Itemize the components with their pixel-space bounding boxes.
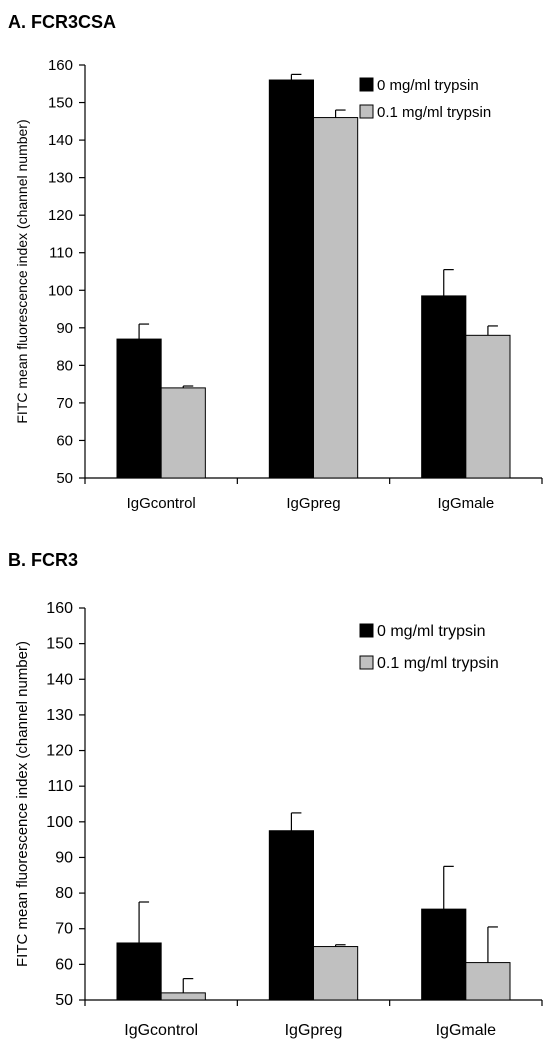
y-tick-label: 100 <box>46 814 73 831</box>
y-tick-label: 130 <box>48 170 73 187</box>
y-tick-label: 50 <box>56 470 73 487</box>
legend-swatch <box>359 623 374 638</box>
legend-swatch <box>359 655 374 670</box>
y-tick-label: 60 <box>55 956 73 973</box>
panel-title-a: A. FCR3CSA <box>8 12 117 32</box>
y-tick-label: 120 <box>48 207 73 224</box>
x-tick-label: IgGcontrol <box>124 1022 198 1039</box>
bar-series0 <box>116 942 162 1001</box>
y-tick-label: 160 <box>46 600 73 617</box>
y-tick-label: 80 <box>55 885 73 902</box>
y-tick-label: 90 <box>56 320 73 337</box>
chart-panel-b: B. FCR3 50 60 70 80 90 100 110 120 130 140 150 160 F… <box>0 540 558 1052</box>
y-tick-label: 100 <box>48 282 73 299</box>
legend-label: 0.1 mg/ml trypsin <box>377 104 491 121</box>
y-tick-label: 120 <box>46 743 73 760</box>
x-tick-label: IgGmale <box>436 1022 497 1039</box>
legend-label: 0 mg/ml trypsin <box>377 77 479 94</box>
bar-series0 <box>268 830 314 1001</box>
y-tick-label: 110 <box>47 778 73 795</box>
legend-label: 0 mg/ml trypsin <box>377 623 485 640</box>
legend-swatch <box>359 104 374 119</box>
bar-series0 <box>421 908 467 1001</box>
panel-title-b: B. FCR3 <box>8 550 79 570</box>
bar-series0 <box>268 79 314 479</box>
y-tick-label: 50 <box>55 992 73 1009</box>
y-axis-title: FITC mean fluorescence index (channel nu… <box>14 119 30 423</box>
x-tick-label: IgGmale <box>437 495 494 512</box>
legend-label: 0.1 mg/ml trypsin <box>377 655 499 672</box>
bar-series1 <box>465 334 511 479</box>
chart-panel-a: A. FCR3CSA 50 60 70 80 90 100 110 120 130 140 150 1… <box>0 0 558 520</box>
y-tick-label: 70 <box>55 921 73 938</box>
y-tick-label: 140 <box>48 132 73 149</box>
chart-a: 50 60 70 80 90 100 110 120 130 140 150 160 FITC mean… <box>14 57 543 512</box>
y-tick-label: 90 <box>55 849 73 866</box>
y-tick-label: 60 <box>56 432 73 449</box>
y-tick-label: 150 <box>48 95 73 112</box>
y-tick-label: 130 <box>46 707 73 724</box>
bar-series1 <box>313 117 359 479</box>
y-axis-title: FITC mean fluorescence index (channel nu… <box>14 641 31 967</box>
x-tick-label: IgGpreg <box>285 1022 343 1039</box>
bar-series1 <box>160 387 206 479</box>
x-tick-label: IgGcontrol <box>127 495 196 512</box>
bar-series1 <box>465 962 511 1001</box>
y-tick-label: 110 <box>49 245 73 262</box>
y-tick-label: 160 <box>48 57 73 74</box>
chart-b: 50 60 70 80 90 100 110 120 130 140 150 160 FITC mean… <box>14 600 543 1039</box>
bar-series1 <box>313 946 359 1001</box>
y-tick-label: 140 <box>46 671 73 688</box>
bar-series1 <box>160 992 206 1001</box>
y-tick-label: 80 <box>56 357 73 374</box>
legend-swatch <box>359 77 374 92</box>
y-tick-label: 70 <box>56 395 73 412</box>
x-tick-label: IgGpreg <box>286 495 340 512</box>
bar-series0 <box>421 295 467 479</box>
bar-series0 <box>116 338 162 479</box>
y-tick-label: 150 <box>46 636 73 653</box>
